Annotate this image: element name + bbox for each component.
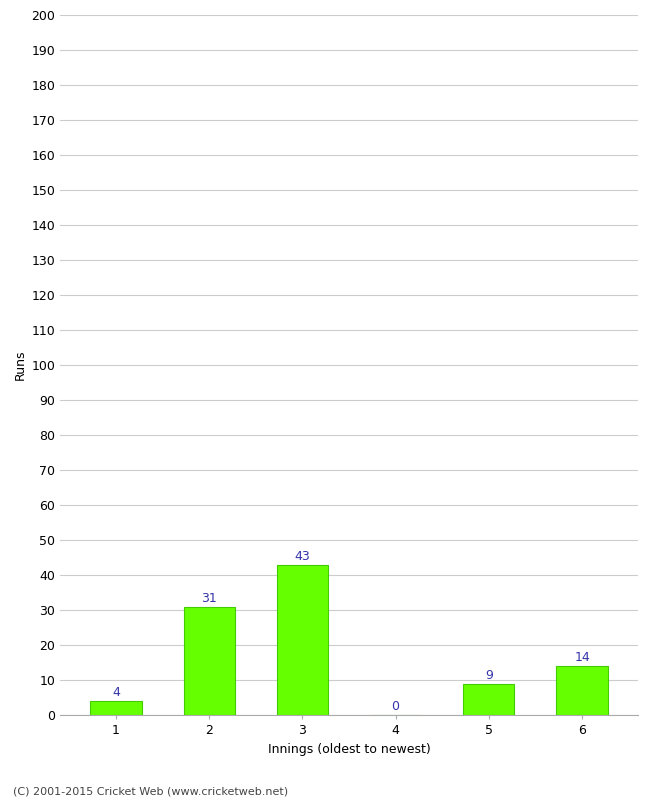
Text: 4: 4: [112, 686, 120, 699]
Text: 9: 9: [485, 669, 493, 682]
Bar: [90, 701, 142, 715]
Bar: [277, 565, 328, 715]
Text: 0: 0: [391, 700, 400, 714]
Text: 14: 14: [574, 651, 590, 664]
Text: (C) 2001-2015 Cricket Web (www.cricketweb.net): (C) 2001-2015 Cricket Web (www.cricketwe…: [13, 786, 288, 796]
Text: 43: 43: [294, 550, 310, 562]
X-axis label: Innings (oldest to newest): Innings (oldest to newest): [268, 742, 430, 755]
Bar: [556, 666, 608, 715]
Bar: [463, 683, 515, 715]
Y-axis label: Runs: Runs: [14, 350, 27, 380]
Bar: [183, 606, 235, 715]
Text: 31: 31: [202, 592, 217, 605]
